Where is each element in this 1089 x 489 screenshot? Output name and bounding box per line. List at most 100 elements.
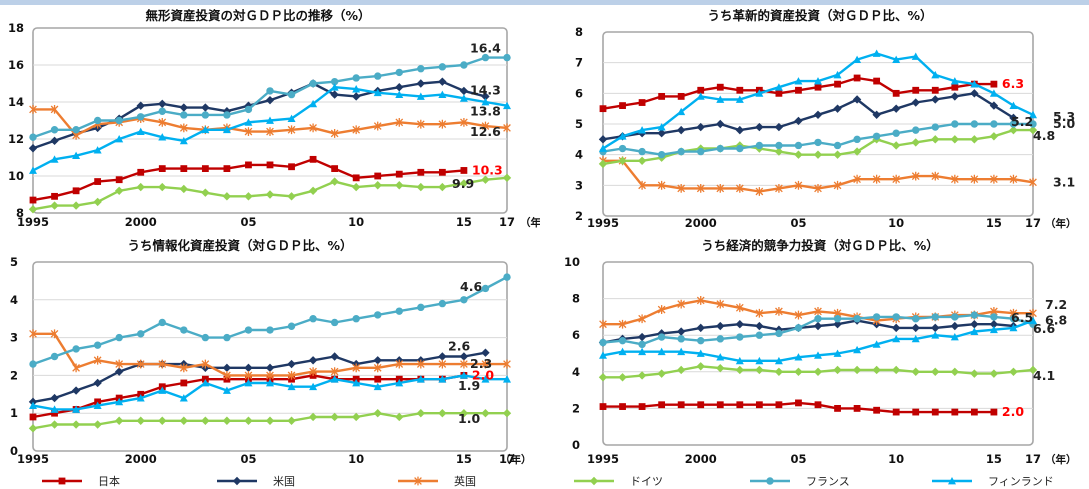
data-point [951, 313, 959, 321]
data-point [459, 371, 468, 379]
data-label: 6.5 [1011, 310, 1033, 325]
data-label: 2.6 [448, 339, 470, 354]
plot-frame [32, 261, 508, 452]
data-point [853, 174, 861, 184]
data-point [619, 102, 626, 109]
data-point [716, 363, 725, 373]
x-tick-label: 1995 [17, 452, 49, 466]
x-tick-label: 15 [456, 452, 472, 466]
data-point [755, 141, 764, 150]
legend-swatch [398, 476, 438, 485]
data-label: 4.8 [1033, 128, 1055, 143]
data-point [351, 92, 361, 101]
data-point [892, 174, 901, 184]
data-point [755, 187, 764, 196]
data-point [245, 161, 252, 169]
x-unit-label: （年） [500, 453, 532, 466]
chart-panel-competitiveness: うち経済的競争力投資（対ＧＤＰ比、%） 0 2 4 6 8 10 1995 2000 05 10 15… [545, 238, 1089, 470]
chart-svg: うち経済的競争力投資（対ＧＤＰ比、%） 0 2 4 6 8 10 1995 2000 05 10 15… [564, 238, 1077, 466]
data-point [352, 378, 361, 387]
data-point [416, 375, 425, 383]
data-point [1029, 110, 1037, 119]
data-point [599, 105, 607, 113]
data-point [911, 367, 920, 376]
data-label: 6.6 [1033, 321, 1055, 336]
data-point [795, 399, 802, 407]
data-point [638, 314, 646, 324]
data-point [911, 52, 920, 60]
data-point [438, 90, 447, 98]
data-point [833, 104, 842, 113]
data-point [395, 83, 404, 92]
legend-marker [948, 476, 956, 484]
legend-marker [414, 476, 422, 485]
data-point [911, 98, 920, 107]
y-tick-label: 18 [8, 21, 24, 35]
data-point [775, 307, 783, 316]
y-tick-label: 10 [564, 255, 580, 269]
data-point [222, 363, 232, 373]
data-point [201, 125, 210, 134]
data-point [51, 409, 58, 417]
data-point [990, 408, 998, 416]
data-point [330, 90, 339, 99]
data-point [50, 136, 59, 146]
data-point [599, 403, 607, 410]
data-point [93, 146, 102, 154]
data-point [460, 61, 468, 69]
data-label: 3.1 [1053, 174, 1075, 189]
data-point [180, 111, 188, 119]
data-point [266, 326, 274, 334]
data-point [136, 127, 145, 135]
data-point [503, 123, 511, 133]
x-tick-label: 17 [1025, 452, 1041, 466]
data-point [950, 333, 959, 341]
data-point [201, 165, 209, 172]
plot-frame [32, 27, 508, 214]
data-point [697, 147, 705, 156]
data-point [716, 184, 725, 193]
chart-svg: うち革新的資産投資（対ＧＤＰ比、%） 2 3 4 5 6 7 8 1995 2000 05 10 15 1… [575, 8, 1077, 230]
data-point [873, 77, 881, 85]
data-point [481, 92, 490, 101]
data-point [931, 70, 940, 79]
data-point [834, 80, 841, 88]
data-point [179, 136, 188, 145]
data-point [911, 138, 920, 147]
data-point [72, 405, 81, 413]
data-point [50, 393, 59, 403]
data-point [912, 86, 920, 94]
data-point [657, 347, 666, 356]
data-point [330, 177, 339, 186]
y-tick-label: 5 [10, 255, 18, 269]
data-point [438, 77, 447, 86]
data-point [481, 284, 490, 293]
data-point [892, 89, 900, 97]
x-tick-label: 10 [348, 215, 364, 229]
data-label: 9.9 [452, 176, 474, 191]
data-point [50, 105, 59, 114]
y-tick-label: 6 [572, 328, 580, 342]
data-point [989, 369, 999, 378]
data-point [599, 338, 607, 347]
data-point [93, 116, 102, 125]
data-label: 5.2 [1011, 114, 1033, 129]
data-point [223, 111, 231, 119]
series-line [32, 80, 486, 150]
data-point [1029, 120, 1037, 128]
data-point [287, 382, 296, 391]
data-point [970, 174, 979, 184]
data-point [244, 378, 253, 387]
data-point [179, 103, 189, 112]
data-point [814, 351, 822, 359]
data-point [736, 144, 744, 153]
data-point [833, 141, 842, 150]
y-tick-label: 3 [10, 331, 18, 345]
data-point [892, 55, 901, 63]
x-tick-label: 05 [240, 452, 256, 466]
data-point [395, 90, 404, 98]
data-point [1009, 120, 1018, 128]
data-point [352, 315, 360, 323]
data-point [417, 65, 425, 73]
data-point [755, 365, 764, 375]
